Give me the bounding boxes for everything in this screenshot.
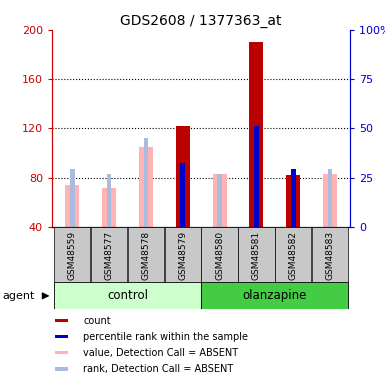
Bar (312, 227, 348, 283)
Text: olanzapine: olanzapine (243, 290, 307, 302)
Text: agent: agent (2, 291, 34, 301)
Text: GSM48579: GSM48579 (178, 231, 187, 280)
Text: control: control (107, 290, 148, 302)
Text: rank, Detection Call = ABSENT: rank, Detection Call = ABSENT (84, 364, 234, 374)
Bar (201, 282, 348, 309)
Bar (107, 174, 112, 227)
Bar (180, 163, 185, 227)
Bar (275, 227, 311, 283)
Text: percentile rank within the sample: percentile rank within the sample (84, 332, 248, 342)
Bar (323, 174, 337, 227)
Bar (55, 367, 68, 370)
Bar (91, 227, 127, 283)
Text: GSM48559: GSM48559 (68, 231, 77, 280)
Bar (139, 147, 153, 227)
Bar (70, 169, 75, 227)
Text: GSM48583: GSM48583 (326, 231, 335, 280)
Title: GDS2608 / 1377363_at: GDS2608 / 1377363_at (121, 13, 282, 28)
Bar (254, 126, 259, 227)
Bar (286, 175, 300, 227)
Bar (238, 227, 275, 283)
Text: GSM48581: GSM48581 (252, 231, 261, 280)
Bar (328, 169, 333, 227)
Bar (176, 126, 190, 227)
Bar (102, 188, 116, 227)
Bar (213, 174, 227, 227)
Bar (65, 185, 79, 227)
Bar (55, 351, 68, 354)
Bar (249, 42, 263, 227)
Bar (217, 174, 222, 227)
Bar (55, 335, 68, 338)
Bar (291, 169, 296, 227)
Bar (54, 227, 90, 283)
Text: GSM48578: GSM48578 (141, 231, 151, 280)
Text: GSM48582: GSM48582 (289, 231, 298, 280)
Bar (128, 227, 164, 283)
Bar (144, 138, 148, 227)
Text: count: count (84, 315, 111, 326)
Bar (55, 319, 68, 322)
Bar (54, 282, 201, 309)
Bar (201, 227, 238, 283)
Bar (164, 227, 201, 283)
Text: GSM48577: GSM48577 (105, 231, 114, 280)
Text: value, Detection Call = ABSENT: value, Detection Call = ABSENT (84, 348, 239, 358)
Text: GSM48580: GSM48580 (215, 231, 224, 280)
